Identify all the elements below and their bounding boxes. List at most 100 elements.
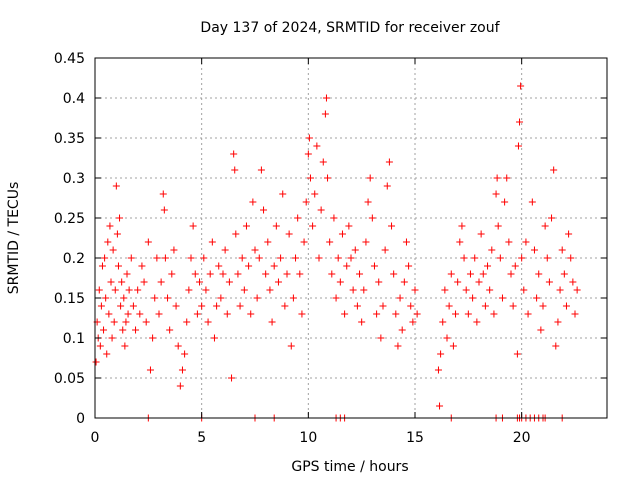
data-point (166, 326, 174, 334)
data-point (106, 222, 114, 230)
data-point (360, 286, 368, 294)
data-point (396, 294, 404, 302)
data-point (306, 174, 314, 182)
data-point (484, 262, 492, 270)
data-point (501, 198, 509, 206)
data-point (221, 246, 229, 254)
data-point (100, 326, 108, 334)
data-point (535, 270, 543, 278)
data-point (456, 238, 464, 246)
data-point (155, 310, 163, 318)
data-point (486, 286, 494, 294)
data-point (518, 254, 526, 262)
data-point (228, 374, 236, 382)
data-point (439, 318, 447, 326)
data-point (377, 334, 385, 342)
data-point (127, 254, 135, 262)
data-point (122, 318, 130, 326)
data-point (332, 294, 340, 302)
data-point (112, 182, 120, 190)
data-point (279, 190, 287, 198)
data-point (223, 310, 231, 318)
data-point (242, 222, 250, 230)
data-point (330, 214, 338, 222)
data-point (543, 254, 551, 262)
data-point (362, 238, 370, 246)
data-point (146, 366, 154, 374)
y-tick-label: 0.1 (63, 331, 85, 347)
data-point (524, 310, 532, 318)
data-point (168, 270, 176, 278)
data-point (305, 134, 313, 142)
data-point (232, 230, 240, 238)
data-point (381, 246, 389, 254)
data-point (238, 254, 246, 262)
data-point (309, 222, 317, 230)
data-point (464, 310, 472, 318)
data-point (161, 254, 169, 262)
data-point (353, 302, 361, 310)
y-tick-label: 0.2 (63, 251, 85, 267)
plot-frame (94, 57, 608, 419)
data-point (103, 350, 111, 358)
data-point (571, 310, 579, 318)
data-point (311, 190, 319, 198)
data-point (445, 302, 453, 310)
data-point (541, 222, 549, 230)
data-point (225, 278, 233, 286)
data-point (326, 238, 334, 246)
data-point (123, 270, 131, 278)
data-point (204, 318, 212, 326)
y-tick-label: 0.25 (54, 211, 85, 227)
data-point (107, 278, 115, 286)
data-point (294, 214, 302, 222)
data-point (520, 286, 528, 294)
y-tick-label: 0.4 (63, 91, 85, 107)
data-point (140, 278, 148, 286)
data-point (208, 238, 216, 246)
data-point (511, 262, 519, 270)
data-point (452, 310, 460, 318)
data-point (270, 262, 278, 270)
data-point (449, 342, 457, 350)
data-point (142, 318, 150, 326)
data-point (109, 246, 117, 254)
y-tick-label: 0 (76, 411, 85, 427)
x-tick-label: 5 (197, 430, 206, 446)
data-point (298, 310, 306, 318)
data-point (509, 302, 517, 310)
data-point (264, 238, 272, 246)
data-point (164, 294, 172, 302)
data-point (101, 254, 109, 262)
data-point (479, 270, 487, 278)
data-point (533, 294, 541, 302)
data-point (136, 310, 144, 318)
data-point (400, 278, 408, 286)
data-point (498, 294, 506, 302)
data-point (554, 318, 562, 326)
data-point (398, 326, 406, 334)
data-point (375, 278, 383, 286)
data-point (473, 318, 481, 326)
data-point (530, 246, 538, 254)
data-point (108, 334, 116, 342)
data-point (490, 310, 498, 318)
data-point (477, 230, 485, 238)
data-point (370, 262, 378, 270)
data-point (138, 262, 146, 270)
data-point (447, 270, 455, 278)
data-point (283, 270, 291, 278)
data-point (289, 294, 297, 302)
data-point (545, 278, 553, 286)
data-point (104, 238, 112, 246)
data-point (111, 286, 119, 294)
data-point (388, 222, 396, 230)
data-point (366, 174, 374, 182)
data-point (493, 174, 501, 182)
data-point (144, 238, 152, 246)
data-point (198, 302, 206, 310)
data-point (364, 198, 372, 206)
data-point (193, 310, 201, 318)
data-point (514, 142, 522, 150)
data-point (189, 222, 197, 230)
